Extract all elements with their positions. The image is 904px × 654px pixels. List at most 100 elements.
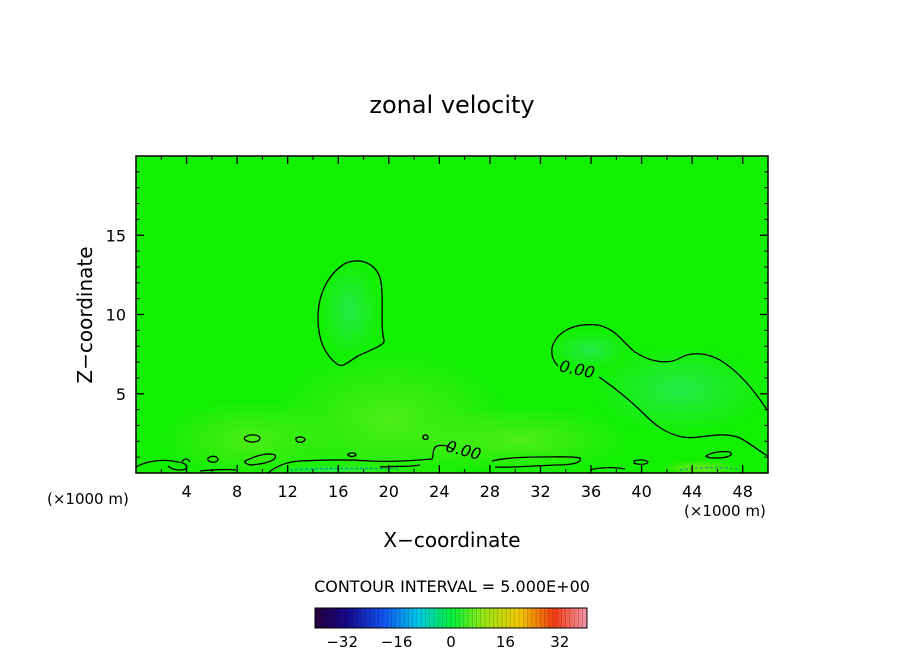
colorbar-cell — [421, 608, 426, 628]
colorbar-cell — [429, 608, 435, 628]
x-tick-label: 32 — [530, 482, 550, 501]
shade-region — [318, 260, 382, 360]
contour-line — [181, 458, 191, 463]
contour-line — [551, 323, 768, 412]
contour-line — [679, 467, 741, 471]
colorbar-cell — [476, 608, 482, 628]
contour-line — [295, 436, 306, 443]
x-tick-label: 24 — [429, 482, 449, 501]
colorbar-cell — [344, 608, 350, 628]
colorbar-cell — [366, 608, 371, 628]
colorbar-cell — [412, 608, 418, 628]
colorbar-cell — [502, 608, 507, 628]
colorbar-cell — [557, 608, 562, 628]
colorbar-cell — [417, 608, 422, 628]
colorbar-cell — [370, 608, 375, 628]
contour-line — [705, 450, 732, 459]
colorbar-cell — [544, 608, 550, 628]
colorbar-cell — [340, 608, 346, 628]
colorbar-ticks: −32 −16 0 16 32 — [326, 633, 569, 651]
colorbar-cell — [374, 608, 380, 628]
colorbar-cell — [319, 608, 324, 628]
colorbar-cell — [332, 608, 337, 628]
colorbar-cell — [472, 608, 477, 628]
colorbar-cell — [523, 608, 528, 628]
y-tick-label: 10 — [106, 306, 126, 325]
colorbar-cell — [497, 608, 503, 628]
shade-region — [590, 345, 768, 435]
colorbar-cell — [446, 608, 452, 628]
contour-lines — [136, 260, 768, 473]
contour-line — [422, 434, 429, 441]
contour-line — [267, 444, 455, 473]
x-tick-label: 8 — [232, 482, 242, 501]
colorbar-cell — [451, 608, 456, 628]
contour-line — [589, 466, 626, 471]
x-axis: 4 8 12 16 20 24 28 32 36 40 44 48 — [160, 156, 753, 501]
colorbar-cell — [582, 608, 588, 628]
contour-line — [136, 459, 188, 471]
x-tick-label: 20 — [379, 482, 399, 501]
colorbar-cell — [408, 608, 414, 628]
x-tick-label: 4 — [181, 482, 191, 501]
colorbar-cell — [463, 608, 469, 628]
colorbar — [314, 607, 588, 629]
x-tick-label: 28 — [480, 482, 500, 501]
colorbar-cell — [480, 608, 486, 628]
colorbar-cell — [361, 608, 367, 628]
colorbar-cell — [327, 608, 333, 628]
contour-line — [199, 468, 237, 472]
colorbar-cell — [425, 608, 431, 628]
colorbar-cell — [455, 608, 460, 628]
contour-line — [379, 464, 421, 468]
colorbar-cell — [391, 608, 397, 628]
colorbar-cell — [442, 608, 448, 628]
plot-area — [136, 156, 768, 473]
colorbar-cell — [434, 608, 439, 628]
x-tick-label: 12 — [278, 482, 298, 501]
colorbar-cell — [489, 608, 494, 628]
x-tick-label: 44 — [682, 482, 702, 501]
contour-line — [598, 376, 768, 457]
colorbar-cell — [357, 608, 363, 628]
x-tick-label: 40 — [631, 482, 651, 501]
contour-lines-negative — [289, 467, 741, 471]
x-tick-label: 16 — [328, 482, 348, 501]
x-tick-label: 36 — [581, 482, 601, 501]
colorbar-cell — [574, 608, 579, 628]
contour-line — [207, 455, 219, 463]
colorbar-cell — [527, 608, 533, 628]
colorbar-tick-label: 16 — [496, 633, 515, 651]
shade-region — [410, 405, 630, 473]
colorbar-cell — [404, 608, 409, 628]
colorbar-cell — [531, 608, 537, 628]
colorbar-cell — [578, 608, 584, 628]
colorbar-cell — [378, 608, 384, 628]
colorbar-cell — [383, 608, 388, 628]
colorbar-cell — [395, 608, 401, 628]
x-unit-label-left: (×1000 m) — [47, 490, 129, 508]
contour-line — [633, 459, 649, 466]
colorbar-cell — [315, 608, 320, 628]
shade-region — [160, 400, 340, 473]
contour-interval-text: CONTOUR INTERVAL = 5.000E+00 — [314, 577, 590, 596]
colorbar-cell — [506, 608, 511, 628]
colorbar-cell — [353, 608, 358, 628]
colorbar-tick-label: −16 — [381, 633, 413, 651]
colorbar-cell — [561, 608, 567, 628]
shade-region — [550, 330, 630, 370]
colorbar-cell — [400, 608, 405, 628]
colorbar-cell — [438, 608, 443, 628]
x-tick-label: 48 — [733, 482, 753, 501]
colorbar-cell — [493, 608, 499, 628]
colorbar-tick-label: 32 — [550, 633, 569, 651]
y-axis-label: Z−coordinate — [73, 246, 97, 383]
contour-line — [243, 434, 261, 443]
colorbar-cell — [336, 608, 341, 628]
colorbar-cell — [459, 608, 465, 628]
contour-line — [491, 456, 581, 468]
y-tick-label: 15 — [106, 226, 126, 245]
colorbar-cell — [468, 608, 473, 628]
colorbar-cell — [387, 608, 392, 628]
